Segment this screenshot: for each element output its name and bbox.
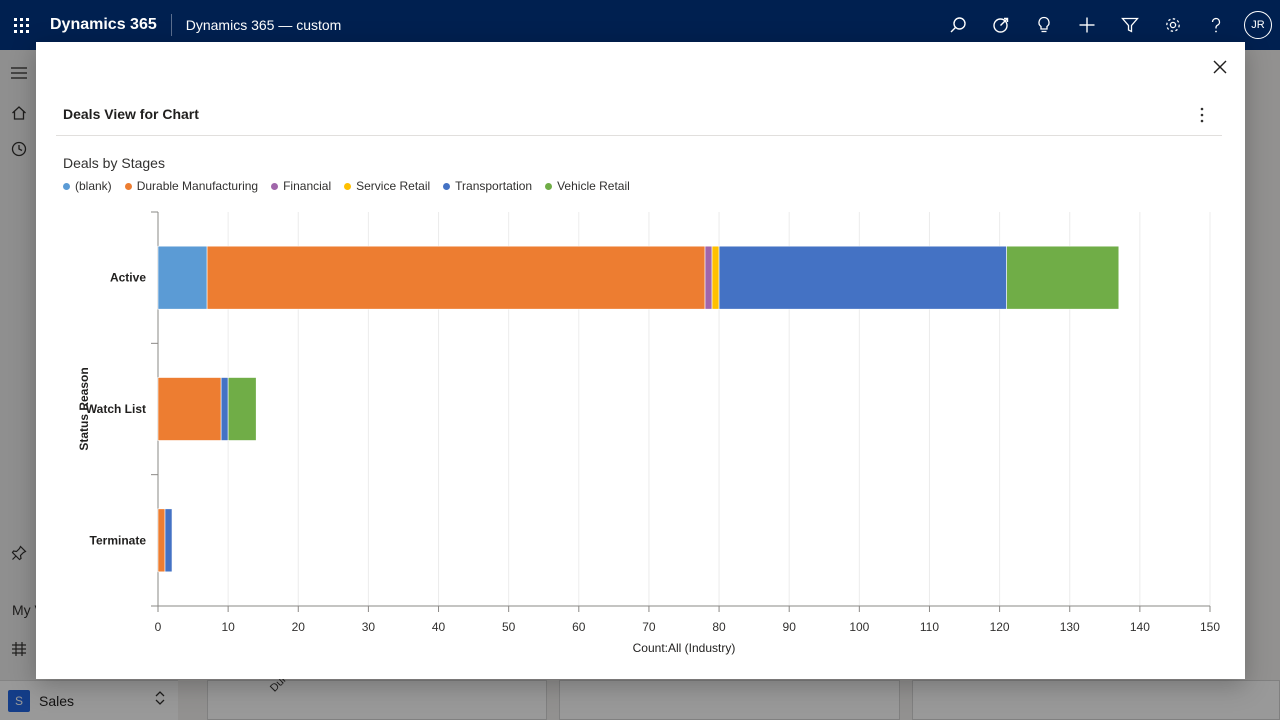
y-category-label: Active [110, 271, 146, 285]
x-tick-label: 110 [920, 620, 939, 634]
x-tick-label: 100 [849, 620, 869, 634]
search-icon [950, 17, 966, 33]
bar-segment [157, 508, 166, 573]
assistant-button[interactable] [979, 0, 1022, 50]
bar-segment [220, 377, 229, 441]
lightbulb-icon [1037, 16, 1050, 33]
app-launcher-button[interactable] [0, 0, 42, 50]
new-record-button[interactable] [1065, 0, 1108, 50]
user-avatar[interactable]: JR [1244, 11, 1272, 39]
topbar-divider [170, 14, 172, 36]
help-icon [1211, 17, 1220, 33]
chevron-up-down-icon [154, 690, 166, 711]
legend-marker [443, 182, 451, 190]
legend-marker [545, 182, 553, 190]
bar-segment [704, 245, 713, 310]
legend-item[interactable]: Vehicle Retail [545, 179, 630, 193]
pinned-button[interactable] [10, 544, 28, 562]
x-tick-label: 30 [362, 620, 376, 634]
area-switcher[interactable]: S Sales [0, 680, 178, 720]
chart: 0 10 20 30 40 50 60 70 80 90 100 110 120 130 140 150 Act… [77, 211, 1220, 655]
legend-item[interactable]: Durable Manufacturing [124, 179, 259, 193]
close-icon [1213, 60, 1227, 74]
sidebar [0, 50, 36, 720]
dialog-title: Deals View for Chart [63, 106, 199, 122]
bar-segment [157, 377, 222, 441]
clock-icon [11, 141, 27, 157]
legend-label: Transportation [455, 179, 533, 193]
legend-marker [271, 182, 279, 190]
top-navigation-bar: Dynamics 365 Dynamics 365 — custom JR [0, 0, 1280, 50]
plus-icon [1079, 17, 1094, 33]
recent-button[interactable] [10, 140, 28, 158]
y-category-label: Watch List [86, 402, 146, 416]
legend-item[interactable]: Financial [271, 179, 331, 193]
pin-icon [11, 545, 27, 561]
x-axis-title: Count:All (Industry) [633, 641, 736, 655]
hamburger-menu-button[interactable] [10, 64, 28, 82]
chart-title: Deals by Stages [63, 155, 165, 171]
x-tick-label: 40 [432, 620, 446, 634]
legend-label: Financial [283, 179, 332, 193]
bar-segment [157, 245, 208, 310]
filter-icon [1120, 17, 1139, 33]
bar-segment [1006, 245, 1120, 310]
help-button[interactable] [1194, 0, 1237, 50]
gear-icon [1165, 18, 1180, 32]
dialog-header: Deals View for Chart [56, 92, 1222, 136]
legend-item[interactable]: (blank) [63, 179, 112, 193]
legend-label: Service Retail [356, 179, 431, 193]
x-tick-label: 140 [1130, 620, 1150, 634]
settings-button[interactable] [1151, 0, 1194, 50]
sidebar-section-label: My V [12, 602, 44, 618]
x-tick-label: 150 [1200, 620, 1220, 634]
topbar-actions: JR [936, 0, 1280, 50]
lightbulb-button[interactable] [1022, 0, 1065, 50]
waffle-icon [13, 17, 29, 33]
x-tick-label: 90 [783, 620, 797, 634]
legend-marker [63, 182, 70, 190]
legend-marker [344, 182, 352, 190]
more-options-button[interactable] [1192, 104, 1212, 126]
x-tick-label: 20 [292, 620, 306, 634]
x-tick-label: 120 [990, 620, 1010, 634]
legend-label: (blank) [75, 179, 112, 193]
home-button[interactable] [10, 104, 28, 122]
home-icon [12, 106, 26, 120]
bar-segment [227, 377, 257, 441]
hamburger-icon [11, 67, 27, 79]
legend-item[interactable]: Service Retail [344, 179, 430, 193]
search-button[interactable] [936, 0, 979, 50]
dashboards-nav-button[interactable] [10, 640, 28, 658]
legend-item[interactable]: Transportation [443, 179, 532, 193]
bar-segment [711, 245, 720, 310]
y-axis-title: Status Reason [77, 367, 91, 450]
x-tick-label: 50 [502, 620, 516, 634]
x-tick-label: 10 [221, 620, 235, 634]
legend-marker [124, 182, 132, 190]
x-tick-label: 80 [712, 620, 726, 634]
dashboard-icon [12, 642, 26, 656]
app-title[interactable]: Dynamics 365 — custom [185, 17, 342, 33]
filter-button[interactable] [1108, 0, 1151, 50]
brand-link[interactable]: Dynamics 365 [50, 16, 157, 33]
assistant-icon [992, 17, 1008, 33]
legend-label: Durable Manufacturing [136, 179, 259, 193]
area-label: Sales [39, 692, 75, 709]
x-tick-label: 60 [572, 620, 586, 634]
area-badge: S [8, 689, 30, 712]
chart-legend: (blank) Durable Manufacturing Financial Ser… [63, 179, 643, 193]
x-tick-label: 70 [642, 620, 656, 634]
x-tick-label: 130 [1060, 620, 1080, 634]
y-category-label: Terminate [90, 533, 147, 547]
chart-dialog: Deals View for Chart Deals by Stages (bl… [36, 42, 1245, 679]
more-vertical-icon [1200, 107, 1204, 123]
bar-segment [164, 508, 173, 573]
x-tick-label: 0 [155, 620, 162, 634]
legend-label: Vehicle Retail [557, 179, 630, 193]
close-button[interactable] [1209, 56, 1231, 78]
bar-segment [206, 245, 706, 310]
bar-segment [718, 245, 1007, 310]
